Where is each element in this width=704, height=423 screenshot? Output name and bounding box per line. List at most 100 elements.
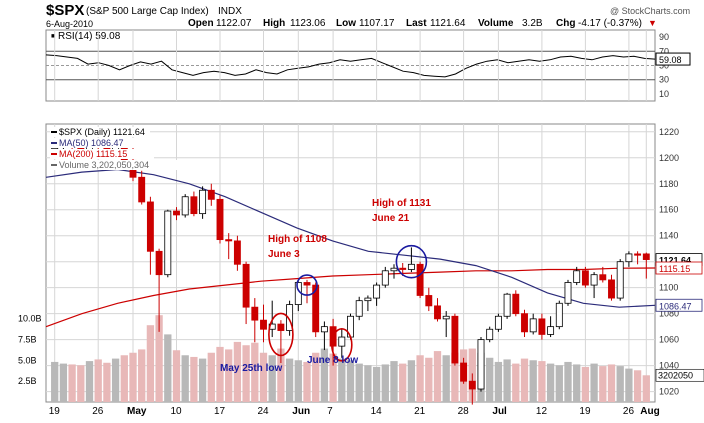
- candle: [468, 373, 476, 405]
- june-8-low-ellipse: [330, 328, 353, 362]
- annotation-layer: High of 1108 June 3 High of 1131 June 21 May…: [220, 198, 431, 374]
- ma50-line: [45, 168, 656, 308]
- volume-bar: [85, 361, 94, 402]
- candle: [390, 264, 398, 279]
- candle: [460, 357, 468, 384]
- candle: [407, 247, 415, 273]
- candle-body: [164, 210, 172, 276]
- candle: [642, 252, 650, 279]
- candle: [442, 311, 450, 338]
- volume-bar: [407, 360, 416, 402]
- volume-bar: [59, 363, 68, 402]
- high-label: High: [263, 18, 285, 29]
- candle-body: [590, 274, 598, 286]
- candle: [216, 195, 224, 244]
- candle-body: [286, 304, 294, 331]
- volume-bar: [198, 358, 207, 402]
- candle-body: [564, 282, 572, 304]
- legend-item: MA(200) 1115.15: [59, 149, 127, 159]
- volume-bar: [642, 375, 650, 402]
- candle-body: [468, 380, 476, 390]
- candle-body: [199, 189, 207, 215]
- candle-body: [207, 189, 215, 200]
- volume-bar: [503, 359, 511, 402]
- volume-bar: [425, 357, 433, 402]
- volume-bar: [120, 355, 128, 402]
- annotation-label: June 3: [268, 249, 300, 260]
- price-label-last: 1121.64: [659, 256, 691, 266]
- volume-bar: [312, 352, 320, 402]
- price-tick-label: 1020: [659, 387, 679, 397]
- ma200-line: [45, 267, 656, 328]
- rsi-line: [45, 54, 656, 78]
- rsi-tick-label: 70: [659, 46, 669, 56]
- open-value: 1122.07: [216, 18, 252, 29]
- volume-bar: [355, 363, 363, 402]
- annotation-label: May 25th low: [220, 363, 282, 374]
- candle-body: [364, 297, 372, 302]
- candle: [503, 292, 511, 319]
- volume-bar: [494, 361, 503, 402]
- volume-bar: [633, 370, 642, 402]
- index-name: (S&P 500 Large Cap Index): [86, 6, 209, 17]
- price-label-ma50: 1086.47: [659, 301, 692, 311]
- volume-bar: [512, 363, 520, 402]
- candle: [512, 290, 520, 317]
- volume-bar: [216, 346, 224, 402]
- candle: [164, 209, 172, 278]
- candle: [173, 207, 180, 221]
- volume-bar: [303, 361, 311, 402]
- candle-body: [338, 336, 346, 347]
- candle: [590, 272, 598, 299]
- candle-body: [373, 284, 381, 299]
- volume-last-value: 3202050: [658, 370, 693, 380]
- quote-bar: Open 1122.07 High 1123.06 Low 1107.17 La…: [188, 18, 657, 29]
- rsi-tick-label: 10: [659, 89, 669, 99]
- candle-body: [555, 302, 563, 328]
- candle-body: [138, 176, 146, 203]
- stockcharts-watermark: @ StockCharts.com: [610, 6, 690, 16]
- volume-bar: [538, 361, 546, 402]
- volume-bar: [225, 349, 233, 402]
- volume-bar: [233, 341, 242, 402]
- chg-value: -4.17 (-0.37%): [578, 18, 642, 29]
- volume-bar: [381, 364, 389, 402]
- volume-bar: [546, 363, 555, 402]
- candle: [608, 274, 615, 301]
- candle-body: [442, 315, 450, 320]
- volume-layer: 10.0B 7.5B 5.0B 2.5B 3202050: [18, 314, 704, 402]
- volume-bar: [277, 348, 285, 402]
- legend-bg: [50, 160, 200, 170]
- x-tick-label: 7: [327, 406, 333, 417]
- candle-body: [233, 240, 241, 265]
- candle: [233, 235, 241, 271]
- chg-label: Chg: [556, 18, 575, 29]
- volume-bar: [442, 355, 450, 402]
- candle: [416, 261, 424, 299]
- x-tick-label: 24: [258, 406, 270, 417]
- volume-bar: [329, 353, 337, 402]
- low-label: Low: [336, 18, 356, 29]
- candle-body: [355, 300, 363, 317]
- candle-body: [416, 263, 424, 296]
- candle: [573, 266, 581, 286]
- candle: [312, 282, 320, 338]
- symbol-title: $SPX: [46, 2, 84, 19]
- legend-bg: [50, 138, 146, 148]
- candle-body: [277, 323, 285, 331]
- candle-body: [312, 284, 320, 333]
- volume-bar: [129, 352, 137, 402]
- rsi-tick-label: 90: [659, 32, 669, 42]
- volume-bar: [111, 358, 120, 402]
- candle: [625, 251, 633, 267]
- candle: [251, 298, 259, 343]
- price-tick-label: 1180: [659, 179, 678, 189]
- volume-bar: [573, 364, 581, 402]
- volume-bar: [68, 364, 76, 402]
- volume-bar: [181, 355, 189, 402]
- candle-body: [486, 328, 494, 341]
- high-value: 1123.06: [290, 18, 326, 29]
- candle-body: [573, 270, 581, 283]
- volume-bar: [51, 361, 59, 402]
- volume-bar: [207, 352, 215, 402]
